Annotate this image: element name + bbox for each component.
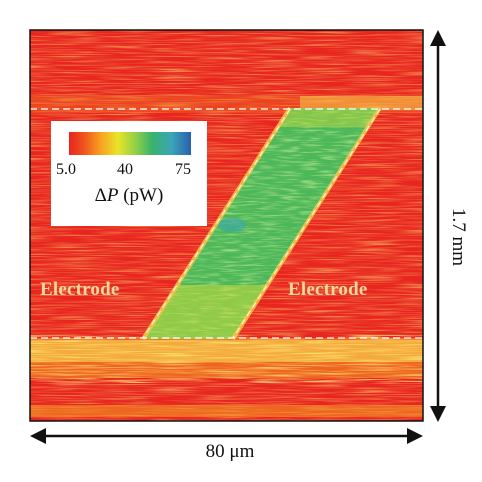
horizontal-scale-arrow xyxy=(30,428,423,444)
colorbar-tick-mid: 40 xyxy=(117,161,133,178)
vertical-scale-arrow xyxy=(430,30,446,422)
colorbar-gradient xyxy=(69,132,191,155)
bottom-edge-band xyxy=(30,405,423,417)
colorbar-tick-min: 5.0 xyxy=(56,161,76,178)
heat-map xyxy=(30,30,423,421)
colorbar-unit: (pW) xyxy=(123,185,164,206)
vertical-scale-label: 1.7 mm xyxy=(448,207,469,267)
colorbar-tick-max: 75 xyxy=(175,161,191,178)
colorbar-quantity-label: ΔP (pW) xyxy=(51,185,207,207)
map-frame xyxy=(29,29,424,422)
channel-blue-spot xyxy=(218,218,246,232)
lower-band-noise xyxy=(30,335,423,383)
upper-edge-band-right xyxy=(300,96,423,110)
left-electrode-label: Electrode xyxy=(40,279,120,300)
horizontal-scale-label: 80 μm xyxy=(205,441,255,462)
colorbar-symbol: ΔP xyxy=(94,185,119,206)
colorbar-legend: 5.0 40 75 ΔP (pW) xyxy=(51,121,207,226)
channel-left-dashed xyxy=(142,108,291,339)
right-electrode-label: Electrode xyxy=(288,279,368,300)
channel-right-dashed xyxy=(232,108,381,339)
